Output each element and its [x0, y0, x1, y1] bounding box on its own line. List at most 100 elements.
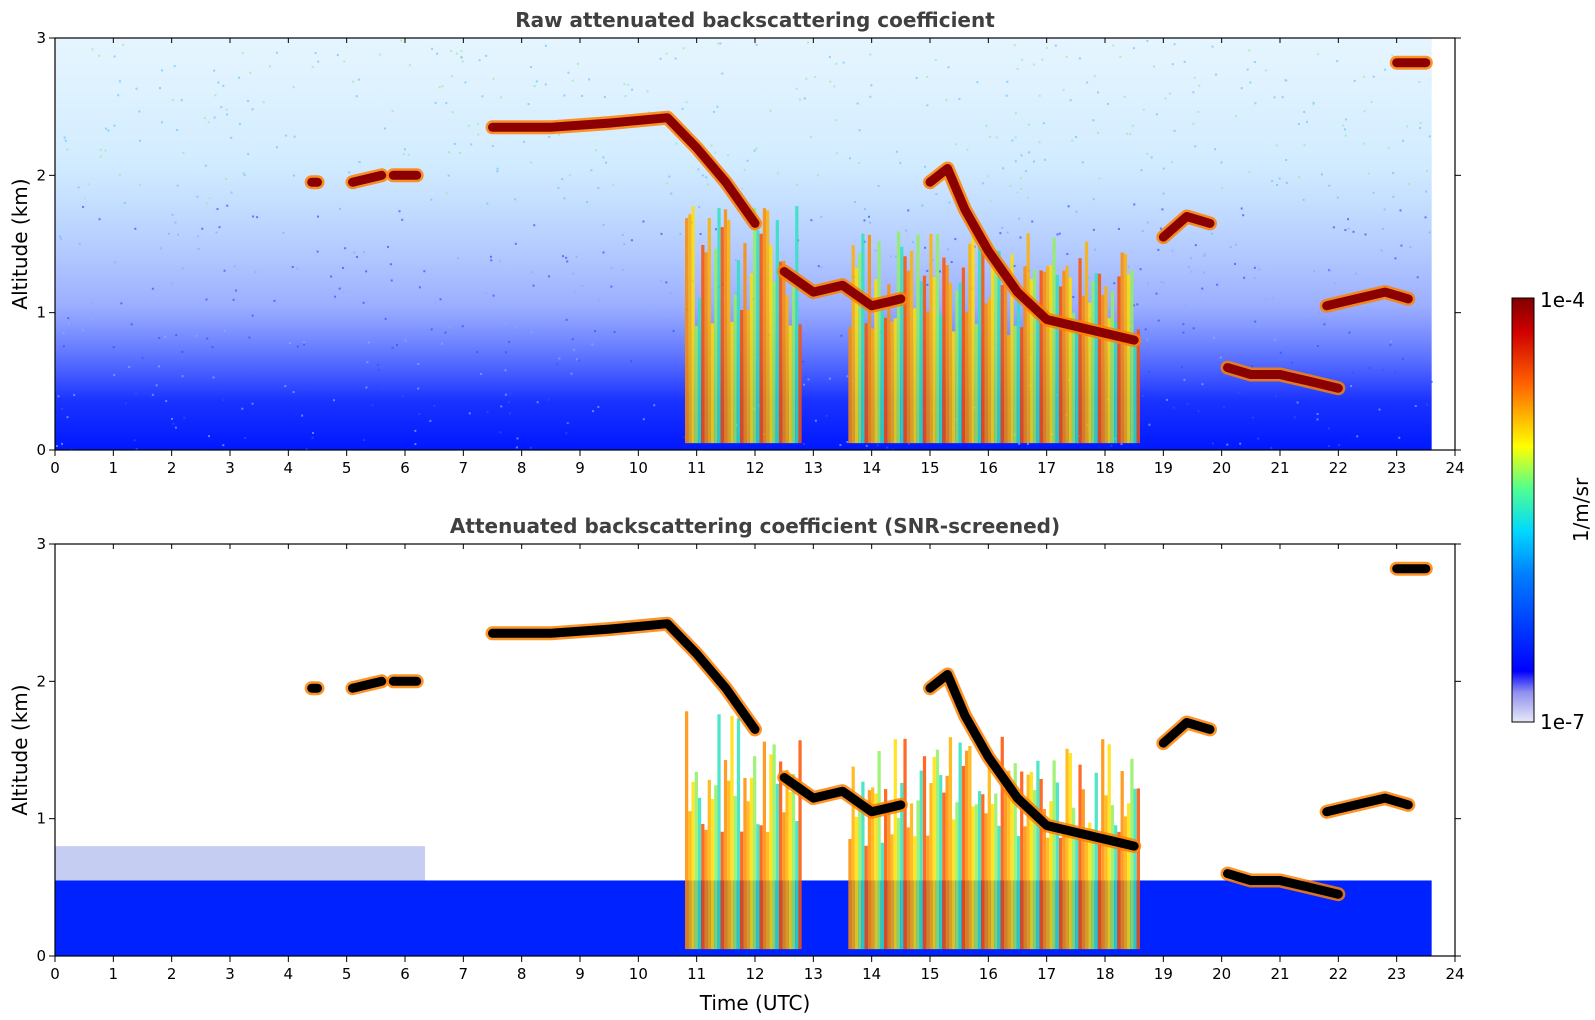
- noise-speckle: [457, 257, 460, 260]
- noise-speckle: [571, 338, 574, 341]
- noise-speckle: [835, 62, 838, 65]
- noise-speckle: [1235, 115, 1238, 118]
- noise-speckle: [247, 153, 250, 156]
- x-tick-label: 20: [1212, 965, 1231, 983]
- noise-speckle: [269, 65, 272, 68]
- precipitation-streak: [788, 325, 792, 444]
- precipitation-streak: [697, 297, 702, 444]
- noise-speckle: [461, 60, 464, 63]
- noise-speckle: [1425, 190, 1428, 193]
- noise-speckle: [809, 136, 812, 139]
- noise-speckle: [1316, 344, 1319, 347]
- precipitation-streak: [952, 331, 956, 444]
- precipitation-streak: [710, 798, 715, 950]
- x-tick-label: 14: [862, 459, 881, 477]
- noise-speckle: [1006, 80, 1009, 83]
- noise-speckle: [697, 168, 700, 171]
- noise-speckle: [1056, 233, 1059, 236]
- precipitation-streak: [984, 303, 988, 444]
- noise-speckle: [1384, 68, 1387, 71]
- noise-speckle: [1187, 265, 1190, 268]
- noise-speckle: [1119, 55, 1122, 58]
- precipitation-streak: [1130, 758, 1134, 950]
- precipitation-streak: [916, 234, 920, 444]
- y-tick-label: 3: [36, 29, 46, 47]
- precipitation-streak: [883, 317, 888, 444]
- noise-speckle: [201, 227, 204, 230]
- noise-speckle: [90, 318, 93, 321]
- noise-speckle: [1140, 169, 1143, 172]
- noise-speckle: [490, 259, 493, 262]
- noise-speckle: [926, 75, 929, 78]
- noise-speckle: [206, 202, 209, 205]
- noise-speckle: [414, 429, 417, 432]
- x-tick-label: 9: [575, 965, 585, 983]
- noise-speckle: [1096, 91, 1099, 94]
- noise-speckle: [176, 128, 179, 131]
- noise-speckle: [91, 298, 94, 301]
- noise-speckle: [947, 66, 950, 69]
- noise-speckle: [734, 259, 737, 262]
- precipitation-streak: [1120, 252, 1124, 444]
- noise-speckle: [1038, 141, 1041, 144]
- noise-speckle: [1381, 227, 1384, 230]
- noise-speckle: [1157, 319, 1160, 322]
- y-axis-label: Altitude (km): [8, 178, 32, 309]
- x-tick-label: 24: [1445, 965, 1464, 983]
- precipitation-streak: [717, 714, 721, 950]
- noise-speckle: [1058, 232, 1061, 235]
- precipitation-streak: [775, 783, 779, 950]
- noise-speckle: [877, 185, 880, 188]
- noise-speckle: [99, 148, 102, 151]
- noise-speckle: [296, 345, 299, 348]
- noise-speckle: [565, 432, 568, 435]
- precipitation-streak: [1055, 275, 1059, 444]
- noise-speckle: [597, 405, 600, 408]
- y-tick-label: 2: [36, 672, 46, 690]
- noise-speckle: [355, 95, 358, 98]
- noise-speckle: [135, 448, 138, 450]
- noise-speckle: [679, 233, 682, 236]
- precipitation-streak: [778, 261, 783, 444]
- precipitation-streak: [887, 284, 891, 444]
- noise-speckle: [1414, 405, 1417, 408]
- precipitation-streak: [883, 789, 888, 950]
- noise-speckle: [138, 110, 141, 113]
- precipitation-streak: [753, 208, 757, 444]
- noise-speckle: [890, 255, 893, 258]
- precipitation-streak: [707, 779, 711, 950]
- noise-speckle: [735, 292, 738, 295]
- noise-speckle: [530, 271, 533, 274]
- noise-speckle: [291, 265, 294, 268]
- noise-speckle: [470, 143, 473, 146]
- noise-speckle: [404, 339, 407, 342]
- x-tick-label: 24: [1445, 459, 1464, 477]
- precipitation-streak: [955, 802, 959, 950]
- precipitation-streak: [723, 760, 728, 950]
- precipitation-streak: [1117, 276, 1121, 444]
- noise-speckle: [1338, 444, 1341, 447]
- precipitation-streak: [1049, 801, 1053, 950]
- noise-speckle: [55, 445, 58, 448]
- noise-speckle: [1428, 231, 1431, 234]
- noise-speckle: [316, 215, 319, 218]
- x-tick-label: 10: [629, 965, 648, 983]
- precipitation-streak: [987, 297, 991, 444]
- noise-speckle: [460, 50, 463, 53]
- noise-speckle: [67, 323, 70, 326]
- noise-speckle: [1132, 304, 1135, 307]
- precipitation-streak: [1055, 782, 1059, 950]
- noise-speckle: [357, 78, 360, 81]
- x-tick-label: 3: [225, 459, 235, 477]
- noise-speckle: [120, 302, 123, 305]
- noise-speckle: [407, 153, 410, 156]
- noise-speckle: [444, 331, 447, 334]
- noise-speckle: [439, 298, 442, 301]
- precipitation-streak: [1010, 254, 1014, 444]
- noise-speckle: [1067, 205, 1070, 208]
- precipitation-streak: [919, 770, 923, 950]
- precipitation-streak: [691, 781, 695, 950]
- noise-speckle: [753, 149, 756, 152]
- noise-speckle: [1284, 79, 1287, 82]
- noise-speckle: [408, 64, 411, 67]
